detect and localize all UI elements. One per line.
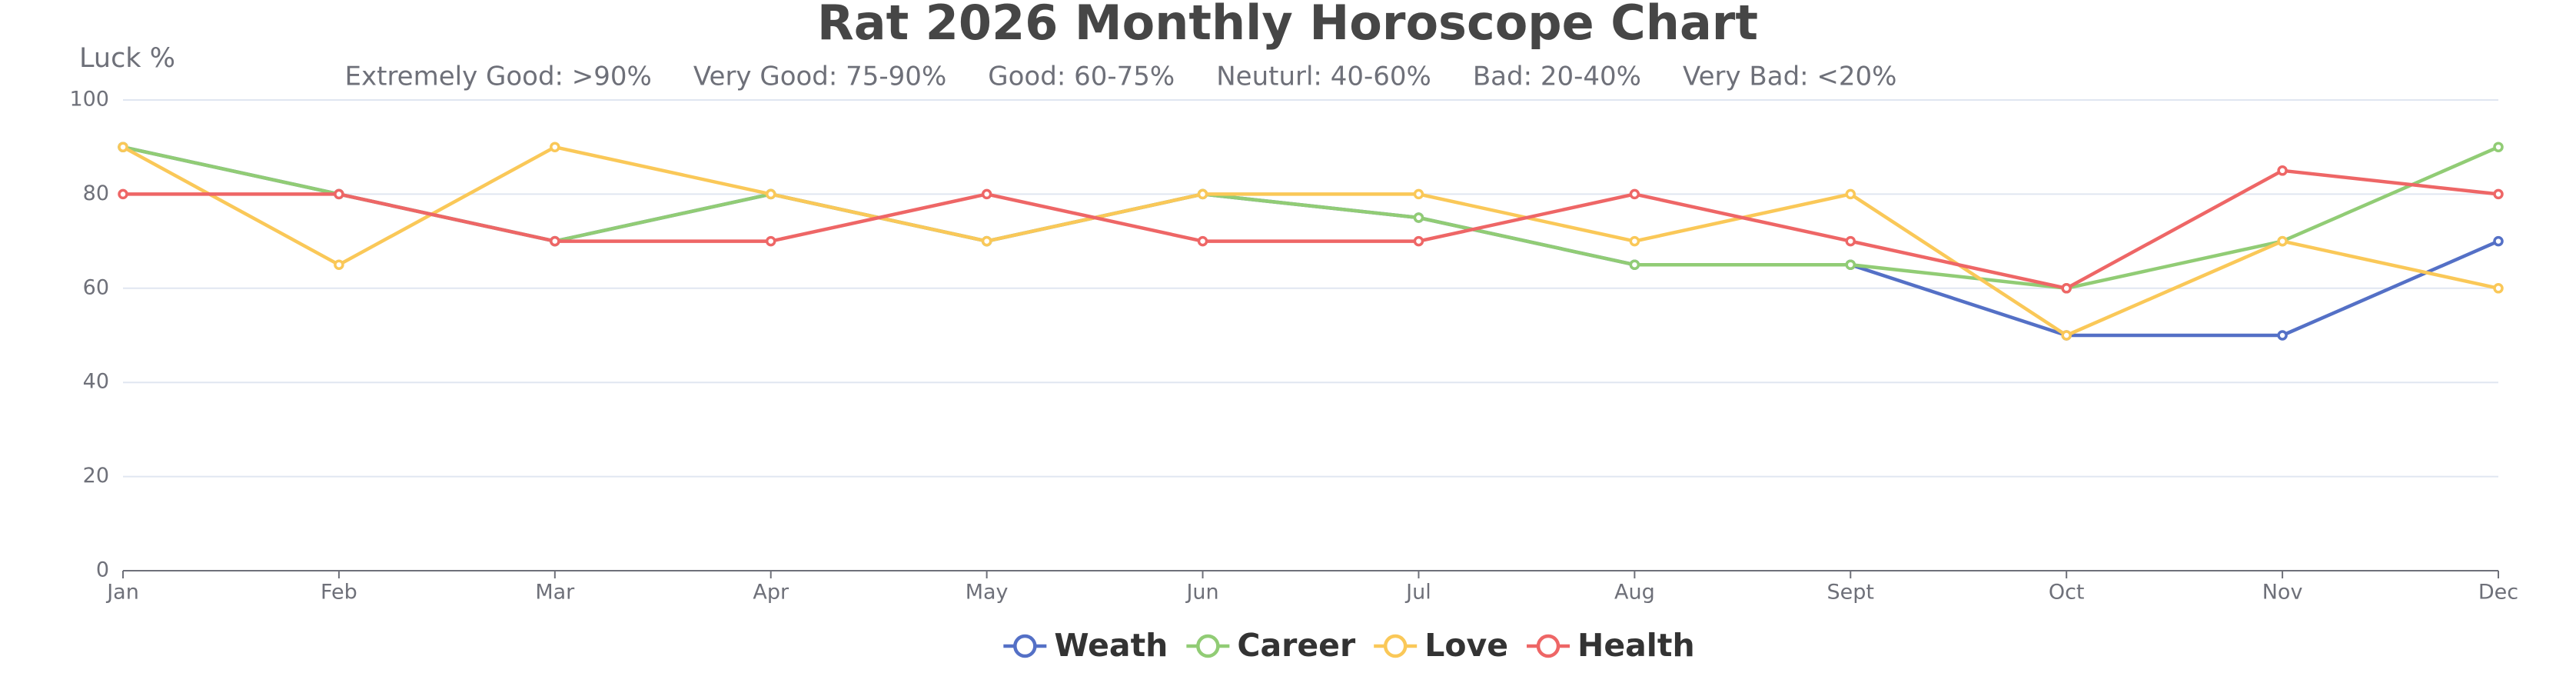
y-tick-label: 60	[83, 275, 109, 299]
data-point	[2061, 283, 2072, 294]
data-point	[1845, 188, 1856, 200]
data-point	[1197, 188, 1208, 200]
data-point	[1413, 235, 1424, 247]
data-point	[550, 142, 560, 152]
y-tick-label: 100	[69, 88, 109, 112]
data-point	[765, 188, 776, 200]
y-axis-label: Luck %	[79, 43, 175, 74]
data-point	[765, 235, 776, 247]
legend: Weath Career Love Health	[1003, 627, 1695, 664]
x-tick-label: Jan	[105, 581, 139, 605]
legend-symbol	[1536, 634, 1561, 658]
x-tick-label: Oct	[2049, 581, 2085, 605]
data-point	[1845, 235, 1856, 247]
legend-symbol	[1013, 634, 1037, 658]
data-point	[2493, 283, 2504, 294]
data-point	[2061, 330, 2072, 341]
x-tick-label: Mar	[535, 581, 575, 605]
data-point	[2493, 235, 2504, 247]
legend-label: Health	[1577, 627, 1695, 664]
x-tick-label: Dec	[2478, 581, 2518, 605]
series-line	[121, 145, 2499, 338]
data-point	[981, 188, 992, 200]
data-point	[1413, 212, 1424, 223]
legend-symbol	[1383, 634, 1408, 658]
chart-title: Rat 2026 Monthly Horoscope Chart	[817, 0, 1758, 51]
x-tick-label: Aug	[1614, 581, 1655, 605]
x-tick-label: Feb	[321, 581, 357, 605]
x-tick-label: Jul	[1404, 581, 1431, 605]
data-point	[2493, 142, 2504, 152]
data-point	[2493, 188, 2504, 200]
series-line	[123, 168, 2499, 291]
data-point	[981, 235, 992, 247]
y-tick-label: 0	[96, 558, 109, 582]
data-point	[334, 188, 344, 200]
x-tick-label: Apr	[753, 581, 789, 605]
y-tick-label: 80	[83, 182, 109, 205]
legend-label: Weath	[1054, 627, 1168, 664]
legend-symbol	[1196, 634, 1220, 658]
data-point	[334, 259, 344, 270]
x-tick-label: May	[966, 581, 1009, 605]
x-tick-label: Nov	[2262, 581, 2303, 605]
y-tick-label: 40	[83, 370, 109, 394]
data-point	[1845, 259, 1856, 270]
data-point	[2277, 165, 2288, 176]
data-point	[1629, 259, 1640, 270]
data-point	[1629, 235, 1640, 247]
data-point	[550, 235, 560, 247]
data-point	[118, 142, 128, 152]
data-point	[118, 188, 128, 200]
x-tick-label: Sept	[1827, 581, 1874, 605]
data-point	[2277, 330, 2288, 341]
series-line	[122, 145, 2499, 291]
data-point	[1413, 188, 1424, 200]
data-point	[1197, 235, 1208, 247]
x-tick-label: Jun	[1185, 581, 1218, 605]
y-tick-label: 20	[83, 464, 109, 488]
data-point	[1629, 188, 1640, 200]
chart-subtitle: Extremely Good: >90% Very Good: 75-90% G…	[345, 62, 1897, 92]
legend-label: Love	[1424, 627, 1508, 664]
data-point	[2277, 235, 2288, 247]
legend-label: Career	[1237, 627, 1356, 664]
